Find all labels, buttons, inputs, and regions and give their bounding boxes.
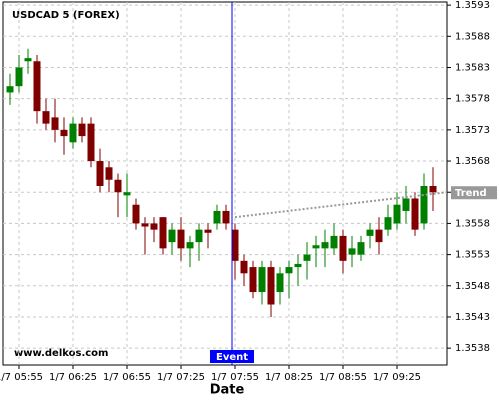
candle-body xyxy=(258,267,266,293)
y-tick-label: 1.3573 xyxy=(455,125,490,136)
candle-body xyxy=(123,192,131,196)
y-tick-label: 1.3588 xyxy=(455,31,490,42)
candle-body xyxy=(348,248,356,255)
candle-body xyxy=(186,242,194,249)
candle-body xyxy=(294,263,302,268)
candle-body xyxy=(321,242,329,249)
candle-body xyxy=(357,242,365,255)
candle-body xyxy=(420,185,428,224)
candle-body xyxy=(69,123,77,143)
candle-body xyxy=(303,254,311,261)
candle-body xyxy=(393,204,401,224)
trend-line xyxy=(234,191,448,219)
candle-body xyxy=(330,235,338,249)
x-tick-label: 1/7 07:25 xyxy=(157,372,205,383)
candle-body xyxy=(24,58,32,62)
x-tick-label: 1/7 07:55 xyxy=(211,372,259,383)
y-tick-label: 1.3558 xyxy=(455,218,490,229)
chart-title: USDCAD 5 (FOREX) xyxy=(12,10,120,21)
candle-body xyxy=(132,204,140,224)
candle-body xyxy=(150,223,158,230)
y-tick-label: 1.3578 xyxy=(455,94,490,105)
candle-body xyxy=(105,167,113,180)
x-tick-label: 1/7 09:25 xyxy=(373,372,421,383)
x-tick-label: 1/7 06:55 xyxy=(103,372,151,383)
y-tick-label: 1.3593 xyxy=(455,0,490,11)
candle-body xyxy=(384,217,392,230)
candle-body xyxy=(213,210,221,224)
candle-body xyxy=(222,210,230,224)
event-label: Event xyxy=(216,352,248,363)
candle-body xyxy=(168,229,176,243)
plot-frame xyxy=(2,1,448,366)
candle-body xyxy=(177,229,185,249)
candle-body xyxy=(15,67,23,87)
candle-body xyxy=(204,229,212,233)
y-tick-label: 1.3553 xyxy=(455,250,490,261)
candle-body xyxy=(195,229,203,243)
candle-body xyxy=(240,260,248,274)
candle-body xyxy=(231,229,239,261)
candle-body xyxy=(366,229,374,236)
x-tick-label: 1/7 08:25 xyxy=(265,372,313,383)
candle-body xyxy=(285,267,293,274)
watermark: www.delkos.com xyxy=(14,348,108,359)
x-axis-label: Date xyxy=(210,383,245,398)
candle-body xyxy=(87,123,95,162)
candle-body xyxy=(267,267,275,305)
candle-body xyxy=(6,86,14,93)
candle-body xyxy=(159,217,167,249)
y-tick-label: 1.3568 xyxy=(455,156,490,167)
candle-body xyxy=(141,223,149,227)
trend-label-box xyxy=(451,186,497,200)
candle-body xyxy=(375,229,383,243)
candle-body xyxy=(312,245,320,249)
candle-body xyxy=(60,129,68,137)
candle-body xyxy=(339,235,347,261)
y-tick-label: 1.3548 xyxy=(455,281,490,292)
candle-body xyxy=(33,61,41,112)
candle-body xyxy=(411,198,419,230)
candle-body xyxy=(96,161,104,186)
candle-body xyxy=(276,273,284,293)
y-tick-label: 1.3543 xyxy=(455,312,490,323)
candle-body xyxy=(429,185,437,193)
x-tick-label: 1/7 08:55 xyxy=(319,372,367,383)
x-tick-label: 1/7 06:25 xyxy=(49,372,97,383)
candle-body xyxy=(78,123,86,137)
candle-body xyxy=(51,117,59,130)
candle-body xyxy=(114,179,122,193)
trend-label: Trend xyxy=(455,188,487,199)
y-tick-label: 1.3538 xyxy=(455,343,490,354)
candle-body xyxy=(402,198,410,211)
candle-body xyxy=(249,267,257,293)
y-tick-label: 1.3583 xyxy=(455,62,490,73)
x-tick-label: 1/7 05:55 xyxy=(0,372,43,383)
event-label-box xyxy=(210,350,254,363)
candle-body xyxy=(42,111,50,124)
